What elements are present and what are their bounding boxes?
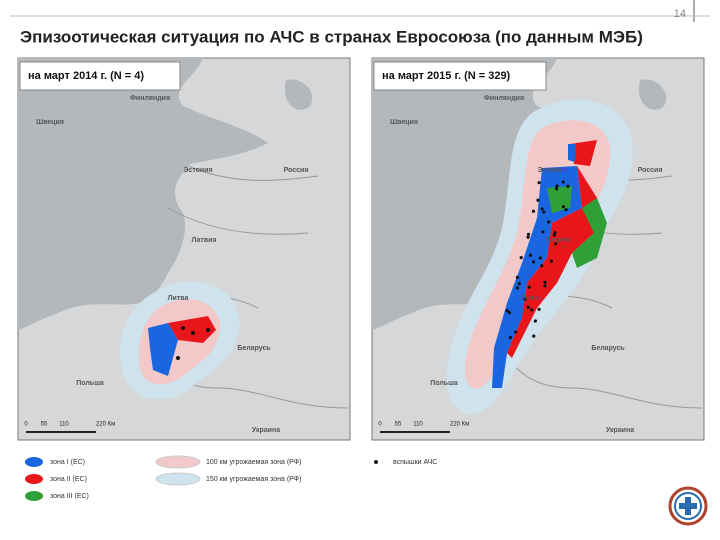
outbreak xyxy=(526,232,531,236)
outbreak xyxy=(514,330,518,334)
country-label: Беларусь xyxy=(591,345,625,352)
outbreak xyxy=(543,280,547,284)
outbreak xyxy=(523,297,527,301)
map-caption-box xyxy=(373,61,547,91)
outbreak xyxy=(517,282,521,286)
country-label: Беларусь xyxy=(237,345,271,352)
outbreak xyxy=(507,311,512,315)
map-panel: на март 2014 г. (N = 4) Финляндия Швеция Эс… xyxy=(17,57,351,441)
outbreak xyxy=(505,309,509,313)
country-label: Швеция xyxy=(36,119,64,126)
outbreak xyxy=(554,187,559,191)
outbreak xyxy=(508,336,513,340)
outbreak xyxy=(566,184,570,188)
scale-label: 0 xyxy=(378,422,382,428)
outbreak xyxy=(555,184,559,188)
outbreak xyxy=(543,284,547,288)
country-label: Польша xyxy=(76,380,104,387)
country-label: Россия xyxy=(638,167,663,174)
map-sea xyxy=(18,58,268,330)
outbreak xyxy=(206,328,210,332)
outbreak xyxy=(537,181,541,185)
outbreak xyxy=(181,326,185,330)
map-border xyxy=(137,165,349,409)
country-label: Финляндия xyxy=(484,95,524,102)
outbreak xyxy=(537,307,541,311)
scale-label: 110 xyxy=(59,422,69,428)
outbreak xyxy=(561,205,565,209)
country-label: Литва xyxy=(168,295,189,302)
map-lake xyxy=(638,79,667,110)
slide-title: Эпизоотическая ситуация по АЧС в странах… xyxy=(20,27,643,46)
outbreak xyxy=(561,180,565,184)
scale-label: 55 xyxy=(41,422,48,428)
map-caption: на март 2015 г. (N = 329) xyxy=(382,70,511,82)
outbreak xyxy=(547,220,551,224)
scale-label: 0 xyxy=(24,422,28,428)
outbreak xyxy=(564,208,568,212)
country-label: Швеция xyxy=(390,119,418,126)
zone-2-north xyxy=(570,140,597,166)
country-label: Украина xyxy=(606,427,634,434)
outbreak xyxy=(538,256,542,260)
outbreak xyxy=(531,260,536,264)
outbreak xyxy=(526,305,530,309)
outbreak xyxy=(540,264,544,268)
country-label: Латвия xyxy=(545,237,570,244)
logo xyxy=(668,486,708,526)
legend-label: зона II (ЕС) xyxy=(50,476,87,483)
zone-1 xyxy=(148,323,178,376)
country-label: Эстония xyxy=(183,167,212,174)
country-label: Украина xyxy=(252,427,280,434)
outbreak xyxy=(531,209,536,213)
outbreak xyxy=(176,356,180,360)
legend-swatch xyxy=(155,455,201,469)
country-label: Латвия xyxy=(191,237,216,244)
outbreak xyxy=(527,285,531,289)
outbreak xyxy=(552,233,556,237)
scale-label: 220 Км xyxy=(450,422,469,428)
scale-label: 110 xyxy=(413,422,423,428)
slide-number: 14 xyxy=(674,8,686,20)
zone-1-north xyxy=(568,144,576,162)
outbreak xyxy=(542,210,546,214)
legend-label: вспышки АЧС xyxy=(393,459,437,466)
legend-swatch xyxy=(374,460,378,464)
outbreak xyxy=(515,286,519,290)
scale-label: 220 Км xyxy=(96,422,115,428)
legend-swatch xyxy=(155,472,201,486)
outbreak xyxy=(191,331,195,335)
outbreak xyxy=(533,319,537,323)
scale-label: 55 xyxy=(395,422,402,428)
map-panel: на март 2015 г. (N = 329) Финляндия Швеция… xyxy=(371,57,705,441)
outbreak xyxy=(536,198,540,202)
outbreak xyxy=(532,334,536,338)
legend-label: 100 км угрожаемая зона (РФ) xyxy=(206,459,301,466)
outbreak xyxy=(549,259,554,263)
legend-label: зона I (ЕС) xyxy=(50,459,85,466)
country-label: Польша xyxy=(430,380,458,387)
outbreak xyxy=(540,207,544,211)
outbreak xyxy=(528,253,533,257)
outbreak xyxy=(515,275,519,279)
legend-swatch xyxy=(25,474,43,484)
outbreak xyxy=(530,308,534,312)
outbreak xyxy=(526,235,530,239)
country-label: Финляндия xyxy=(130,95,170,102)
country-label: Литва xyxy=(522,295,543,302)
map-caption-box xyxy=(19,61,181,91)
map-caption: на март 2014 г. (N = 4) xyxy=(28,70,144,82)
zone-2 xyxy=(168,316,216,343)
legend-label: зона III (ЕС) xyxy=(50,493,89,500)
outbreak xyxy=(519,256,523,260)
legend-swatch xyxy=(25,491,43,501)
legend-label: 150 км угрожаемая зона (РФ) xyxy=(206,476,301,483)
outbreak xyxy=(541,230,545,234)
map-lake xyxy=(284,79,313,110)
country-label: Россия xyxy=(284,167,309,174)
legend-swatch xyxy=(25,457,43,467)
country-label: Эстония xyxy=(537,167,566,174)
outbreak xyxy=(554,242,558,246)
